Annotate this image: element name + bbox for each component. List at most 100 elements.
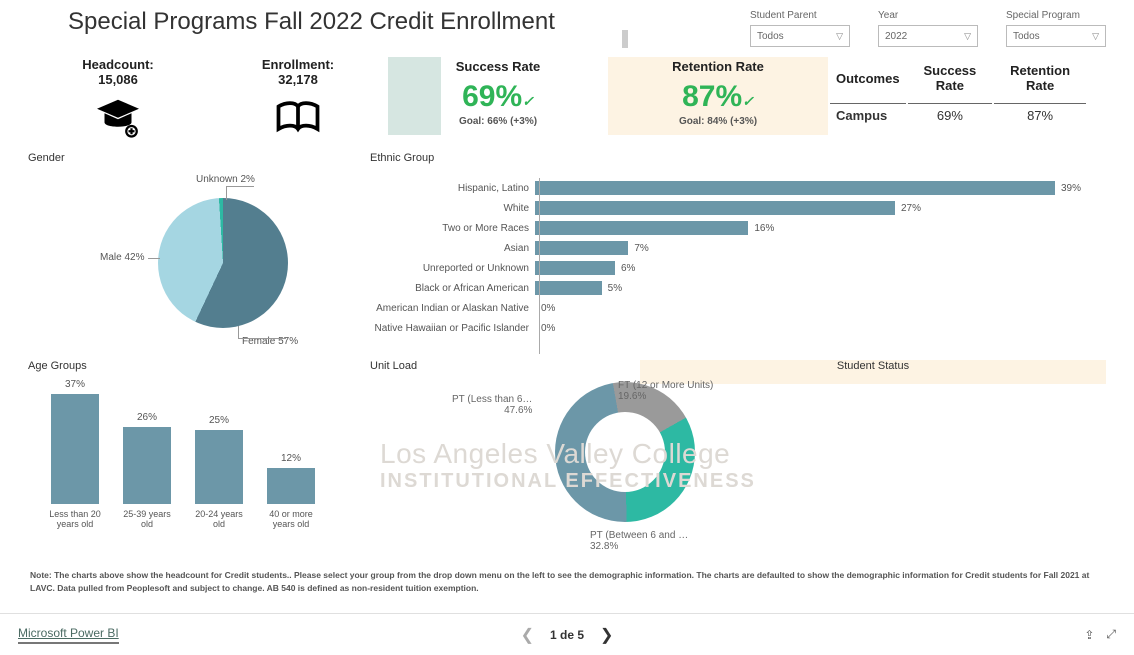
bar-segment[interactable] xyxy=(123,427,171,504)
special-program-dropdown[interactable]: Todos ▽ xyxy=(1006,25,1106,47)
table-header: Retention Rate xyxy=(994,59,1086,101)
book-icon xyxy=(208,93,388,148)
bar-segment[interactable] xyxy=(535,261,615,275)
chevron-down-icon: ▽ xyxy=(964,31,971,42)
filter-label: Special Program xyxy=(1006,10,1106,21)
bar-value: 25% xyxy=(209,415,229,426)
ethnic-bar-row: Hispanic, Latino 39% xyxy=(370,178,1106,198)
kpi-label: Headcount: xyxy=(28,57,208,72)
filter-label: Year xyxy=(878,10,978,21)
kpi-label: Enrollment: xyxy=(208,57,388,72)
bar-value: 5% xyxy=(608,283,622,294)
page-navigator: ❮ 1 de 5 ❯ xyxy=(521,625,614,645)
donut-label-ptless: PT (Less than 6…47.6% xyxy=(452,394,532,416)
row-value: 69% xyxy=(908,103,993,127)
chevron-down-icon: ▽ xyxy=(836,31,843,42)
bar-value: 6% xyxy=(621,263,635,274)
share-icon[interactable]: ⇪ xyxy=(1084,628,1094,642)
ethnic-bar-row: White27% xyxy=(370,198,1106,218)
scrollbar-indicator[interactable] xyxy=(622,30,628,48)
rate-title: Retention Rate xyxy=(608,57,828,74)
bar-segment[interactable] xyxy=(535,181,1055,195)
prev-page-icon[interactable]: ❮ xyxy=(521,625,534,645)
bar-segment[interactable] xyxy=(535,241,628,255)
row-value: 87% xyxy=(994,103,1086,127)
bar-value: 39% xyxy=(1061,183,1081,194)
filter-bar: Student Parent Todos ▽ Year 2022 ▽ Speci… xyxy=(750,8,1106,47)
fullscreen-icon[interactable]: ⤢ xyxy=(1106,627,1116,642)
chart-title: Student Status xyxy=(640,360,1106,372)
bar-segment[interactable] xyxy=(195,430,243,504)
rate-value: 87%✓ xyxy=(608,80,828,114)
age-chart: Age Groups 37%26%25%12% Less than 20 yea… xyxy=(28,360,358,561)
bar-value: 26% xyxy=(137,412,157,423)
page-title: Special Programs Fall 2022 Credit Enroll… xyxy=(28,8,588,36)
filter-student-parent: Student Parent Todos ▽ xyxy=(750,10,850,47)
column-chart[interactable]: 37%26%25%12% Less than 20 years old25-39… xyxy=(28,376,358,561)
bar-segment[interactable] xyxy=(51,394,99,504)
table-header: Success Rate xyxy=(908,59,993,101)
success-rate-card: Success Rate 69%✓ Goal: 66% (+3%) xyxy=(388,57,608,135)
rate-goal: Goal: 84% (+3%) xyxy=(608,116,828,127)
bottom-row: Age Groups 37%26%25%12% Less than 20 yea… xyxy=(28,360,1106,561)
ethnic-bar-row: Native Hawaiian or Pacific Islander0% xyxy=(370,318,1106,338)
table-header: Outcomes xyxy=(830,59,906,101)
bar-label: 20-24 years old xyxy=(192,510,246,530)
ethnic-bar-row: American Indian or Alaskan Native0% xyxy=(370,298,1106,318)
bar-label: Asian xyxy=(370,243,535,254)
ethnic-chart: Ethnic Group Hispanic, Latino 39% White27%… xyxy=(370,152,1106,358)
dashboard-canvas: Special Programs Fall 2022 Credit Enroll… xyxy=(0,0,1134,613)
mid-row: Gender Unknown 2%Male 42%Female 57% Ethn… xyxy=(28,152,1106,358)
bar-segment[interactable] xyxy=(267,468,315,504)
kpi-value: 15,086 xyxy=(28,72,208,87)
chart-title: Unit Load xyxy=(370,360,640,372)
bar-label: Unreported or Unknown xyxy=(370,263,535,274)
header-row: Special Programs Fall 2022 Credit Enroll… xyxy=(28,8,1106,47)
bar-segment[interactable] xyxy=(535,201,895,215)
gender-chart: Gender Unknown 2%Male 42%Female 57% xyxy=(28,152,358,358)
powerbi-link[interactable]: Microsoft Power BI xyxy=(18,626,119,644)
next-page-icon[interactable]: ❯ xyxy=(600,625,613,645)
bar-label: Two or More Races xyxy=(370,223,535,234)
rate-value: 69%✓ xyxy=(388,80,608,114)
bar-label: Less than 20 years old xyxy=(48,510,102,530)
bar-value: 12% xyxy=(281,453,301,464)
check-icon: ✓ xyxy=(742,93,754,109)
student-parent-dropdown[interactable]: Todos ▽ xyxy=(750,25,850,47)
bar-segment[interactable] xyxy=(535,221,748,235)
pie-label-unknown: Unknown 2% xyxy=(196,174,255,185)
footnote: Note: The charts above show the headcoun… xyxy=(28,569,1106,595)
ethnic-bar-row: Black or African American 5% xyxy=(370,278,1106,298)
ethnic-bar-row: Two or More Races 16% xyxy=(370,218,1106,238)
pie-label-male: Male 42% xyxy=(100,252,144,263)
bar-value: 7% xyxy=(634,243,648,254)
chart-title: Ethnic Group xyxy=(370,152,1106,164)
bar-value: 0% xyxy=(541,323,555,334)
donut-label-pt6: PT (Between 6 and …32.8% xyxy=(590,530,688,552)
kpi-row: Headcount: 15,086 Enrollment: 32,178 Suc… xyxy=(28,57,1106,148)
ethnic-bar-row: Unreported or Unknown 6% xyxy=(370,258,1106,278)
bar-label: Black or African American xyxy=(370,283,535,294)
table-row: Campus 69% 87% xyxy=(830,103,1086,127)
filter-label: Student Parent xyxy=(750,10,850,21)
donut-chart[interactable] xyxy=(550,382,700,532)
pie-chart[interactable]: Unknown 2%Male 42%Female 57% xyxy=(28,168,328,358)
ethnic-bar-row: Asian 7% xyxy=(370,238,1106,258)
bar-value: 16% xyxy=(754,223,774,234)
dropdown-value: 2022 xyxy=(885,31,907,42)
page-indicator: 1 de 5 xyxy=(550,628,584,642)
unit-load-chart: Unit Load Student Status FT (12 or More … xyxy=(370,360,1106,545)
footer-bar: Microsoft Power BI ❮ 1 de 5 ❯ ⇪ ⤢ xyxy=(0,613,1134,655)
year-dropdown[interactable]: 2022 ▽ xyxy=(878,25,978,47)
bar-chart[interactable]: Hispanic, Latino39%White27%Two or More R… xyxy=(370,168,1106,358)
axis-line xyxy=(539,178,540,354)
bar-value: 37% xyxy=(65,379,85,390)
retention-rate-card: Retention Rate 87%✓ Goal: 84% (+3%) xyxy=(608,57,828,135)
bar-segment[interactable] xyxy=(535,281,602,295)
bar-label: American Indian or Alaskan Native xyxy=(370,303,535,314)
kpi-value: 32,178 xyxy=(208,72,388,87)
dropdown-value: Todos xyxy=(757,31,784,42)
bar-label: Hispanic, Latino xyxy=(370,183,535,194)
dropdown-value: Todos xyxy=(1013,31,1040,42)
bar-label: White xyxy=(370,203,535,214)
